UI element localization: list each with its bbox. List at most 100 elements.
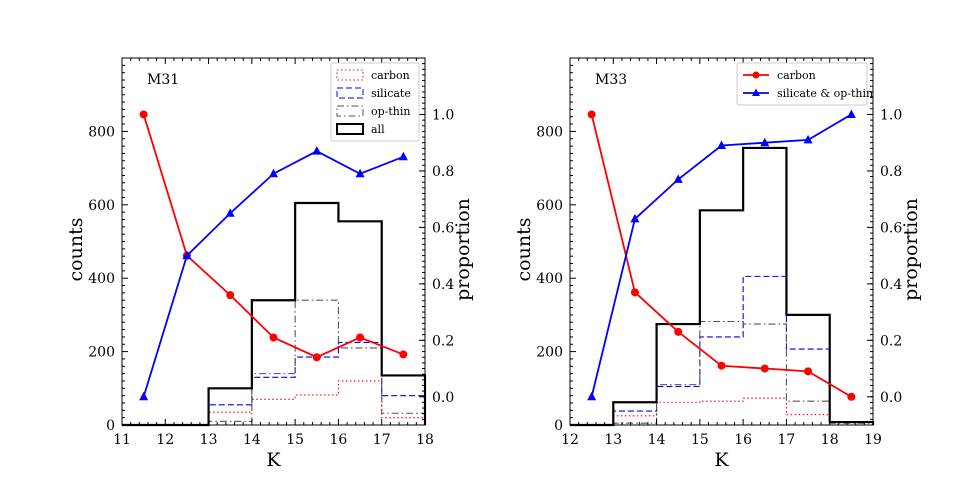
y-tick-label: 600	[536, 198, 563, 214]
x-tick-label: 17	[778, 432, 796, 448]
proportion-line-carbon	[142, 114, 404, 359]
histogram-op-thin	[570, 320, 874, 426]
legend-label: carbon	[777, 69, 816, 82]
y-tick-label: 0	[554, 418, 563, 434]
m33-panel: 12 13 14 15 16 17 18 19 0 200 400 600 800 0.0 0.2 0.4 0.…	[513, 57, 922, 471]
legend: carbon silicate & op-thin	[736, 62, 873, 106]
proportion-point-silicate-op-thin	[630, 213, 640, 223]
x-tick-label: 11	[113, 432, 131, 448]
legend-box	[330, 62, 420, 142]
proportion-point-carbon	[630, 288, 639, 297]
y-tick-label: 200	[536, 345, 563, 361]
x-tick-label: 15	[286, 432, 304, 448]
y2-tick-label: 1.0	[880, 107, 902, 123]
histogram-silicate	[570, 275, 873, 426]
y2-tick-label: 0.4	[432, 277, 454, 293]
x-tick-label: 14	[243, 432, 261, 448]
legend-label: silicate	[371, 87, 411, 100]
histogram-silicate	[122, 341, 426, 426]
x-tick-label: 16	[330, 432, 348, 448]
proportion-point-silicate-op-thin	[398, 151, 408, 161]
y-tick-label: 800	[536, 124, 563, 140]
histogram-all	[122, 201, 427, 427]
x-axis-label: K	[714, 449, 729, 471]
plot-frame	[569, 57, 874, 426]
proportion-point-carbon	[139, 110, 148, 119]
y-axis-label: counts	[65, 218, 87, 282]
histogram-all	[570, 146, 875, 427]
m31-panel: 11 12 13 14 15 16 17 18 0 200 400 600 800 0.0 0.2 0.4 0.…	[65, 57, 474, 471]
x-tick-label: 16	[734, 432, 752, 448]
y2-tick-label: 0.4	[880, 277, 902, 293]
proportion-line-carbon	[590, 114, 852, 398]
y-tick-label: 400	[536, 271, 563, 287]
x-tick-label: 17	[373, 432, 391, 448]
proportion-point-carbon	[312, 353, 321, 362]
x-tick-label: 13	[200, 432, 218, 448]
y-tick-label: 0	[106, 418, 115, 434]
x-tick-label: 13	[604, 432, 622, 448]
y-tick-label: 600	[88, 198, 115, 214]
y2-axis-label: proportion	[452, 198, 474, 301]
x-axis-label: K	[266, 449, 281, 471]
proportion-point-carbon	[804, 367, 813, 376]
proportion-point-silicate-op-thin	[803, 134, 813, 144]
proportion-point-carbon	[269, 333, 278, 342]
proportion-point-silicate-op-thin	[182, 250, 192, 260]
legend-marker	[752, 71, 760, 79]
proportion-point-carbon	[674, 327, 683, 336]
y2-axis-label: proportion	[900, 198, 922, 301]
legend-marker	[752, 88, 760, 96]
y2-tick-label: 1.0	[432, 107, 454, 123]
legend-swatch	[336, 69, 364, 81]
proportion-point-silicate-op-thin	[846, 109, 856, 118]
y2-tick-label: 0.2	[432, 333, 454, 349]
x-tick-label: 12	[561, 432, 579, 448]
legend-swatch	[336, 105, 364, 117]
proportion-point-carbon	[399, 350, 408, 359]
legend-box	[736, 62, 868, 106]
proportion-point-carbon	[356, 333, 365, 342]
y-tick-label: 200	[88, 345, 115, 361]
proportion-point-silicate-op-thin	[717, 140, 726, 150]
legend-label: silicate & op-thin	[777, 87, 873, 100]
panel-title: M31	[147, 72, 179, 88]
x-tick-label: 14	[648, 432, 666, 448]
y-tick-label: 800	[88, 124, 115, 140]
proportion-point-silicate-op-thin	[355, 168, 365, 178]
histogram-carbon	[122, 380, 426, 426]
proportion-point-carbon	[226, 291, 235, 300]
y-tick-label: 400	[88, 271, 115, 287]
legend-label: all	[371, 123, 385, 136]
x-tick-label: 12	[156, 432, 174, 448]
x-tick-label: 19	[864, 432, 882, 448]
proportion-point-silicate-op-thin	[760, 137, 770, 147]
proportion-line-silicate-op-thin	[142, 150, 404, 398]
legend-label: op-thin	[371, 105, 411, 118]
y2-tick-label: 0.2	[880, 333, 902, 349]
proportion-point-silicate-op-thin	[587, 391, 597, 401]
y2-tick-label: 0.6	[432, 220, 454, 236]
proportion-point-silicate-op-thin	[673, 174, 683, 183]
proportion-point-silicate-op-thin	[269, 168, 278, 178]
proportion-point-carbon	[717, 361, 726, 370]
proportion-point-silicate-op-thin	[312, 146, 322, 155]
y2-tick-label: 0.0	[432, 390, 454, 406]
x-tick-label: 15	[691, 432, 709, 448]
x-tick-label: 18	[821, 432, 839, 448]
x-tick-label: 18	[416, 432, 434, 448]
y2-tick-label: 0.0	[880, 390, 902, 406]
legend-swatch	[336, 123, 364, 135]
y2-tick-label: 0.8	[432, 164, 454, 180]
proportion-point-silicate-op-thin	[225, 208, 235, 217]
y2-tick-label: 0.8	[880, 164, 902, 180]
panel-title: M33	[595, 72, 627, 88]
y-axis-label: counts	[513, 218, 535, 282]
y2-tick-label: 0.6	[880, 220, 902, 236]
legend: carbon silicate op-thin all	[330, 62, 420, 142]
proportion-line-silicate-op-thin	[590, 113, 852, 397]
legend-label: carbon	[371, 69, 410, 82]
legend-swatch	[336, 87, 364, 99]
proportion-point-carbon	[587, 110, 596, 119]
